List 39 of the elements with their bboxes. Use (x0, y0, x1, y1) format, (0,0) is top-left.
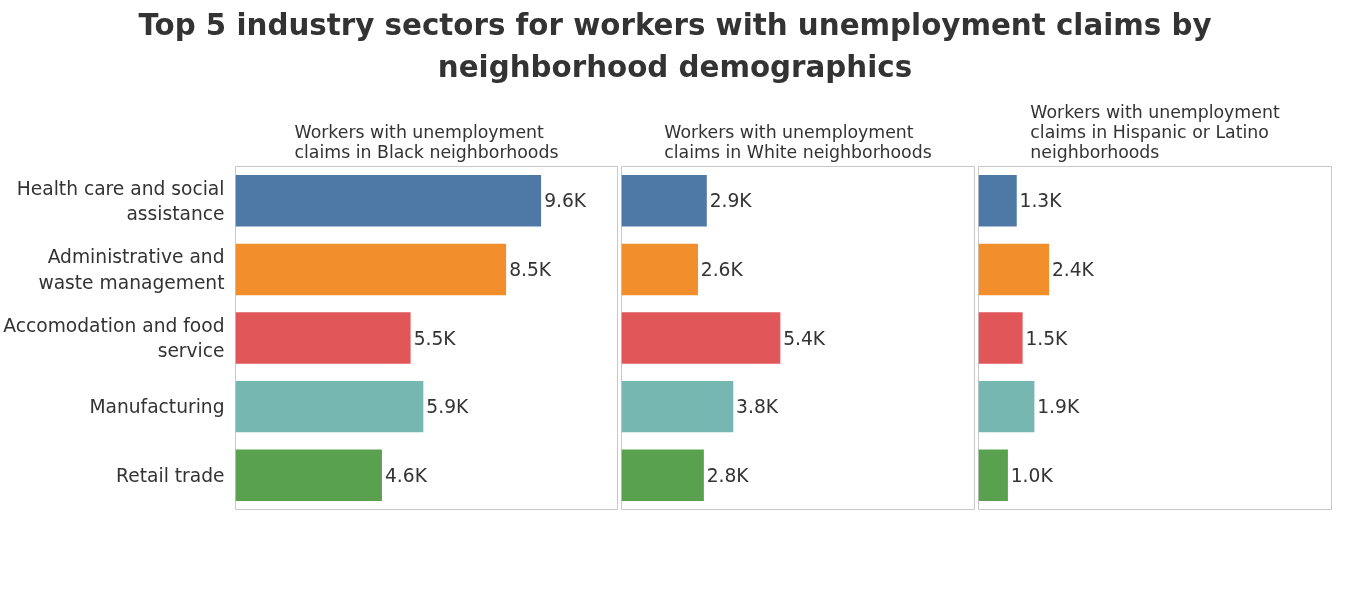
bar (978, 380, 1035, 433)
y-tick-label: Retail trade (116, 464, 225, 486)
bar (621, 449, 704, 501)
data-label: 2.8K (706, 464, 750, 486)
data-label: 5.4K (783, 327, 826, 349)
data-label: 5.5K (413, 327, 457, 349)
data-label: 5.9K (426, 395, 470, 417)
data-label: 4.6K (384, 464, 428, 486)
bar (235, 174, 542, 227)
data-label: 9.6K (544, 190, 587, 212)
bar (621, 312, 781, 364)
bar (235, 312, 411, 364)
data-label: 2.9K (709, 190, 753, 212)
bar (235, 243, 507, 295)
bar (978, 174, 1017, 227)
data-label: 1.3K (1019, 190, 1063, 212)
chart-subtitle: Workers with unemployment claims in Black neighborhoods (294, 121, 559, 162)
chart-subtitle: Workers with unemployment claims in Hispanic or Latino neighborhoods (1030, 101, 1280, 162)
chart-title: Top 5 industry sectors for workers with unemployment claims by neighborhood demographics (138, 7, 1212, 86)
bar (978, 312, 1023, 364)
chart-subtitle: Workers with unemployment claims in White neighborhoods (664, 121, 932, 162)
y-tick-label: Health care and social assistance (16, 177, 225, 224)
data-label: 2.6K (700, 258, 744, 280)
bar (978, 243, 1050, 295)
data-label: 2.4K (1051, 258, 1095, 280)
y-tick-label: Administrative and waste management (38, 246, 225, 293)
data-label: 1.9K (1037, 395, 1080, 417)
bar (978, 449, 1008, 501)
bar (621, 174, 707, 227)
bar (235, 449, 382, 501)
data-label: 1.5K (1025, 327, 1069, 349)
y-tick-label: Manufacturing (89, 395, 225, 417)
bar (621, 380, 734, 433)
y-tick-label: Accomodation and food service (3, 314, 225, 361)
data-label: 3.8K (736, 395, 779, 417)
bar (235, 380, 424, 433)
data-label: 1.0K (1010, 464, 1054, 486)
bar (621, 243, 698, 295)
data-label: 8.5K (509, 258, 552, 280)
